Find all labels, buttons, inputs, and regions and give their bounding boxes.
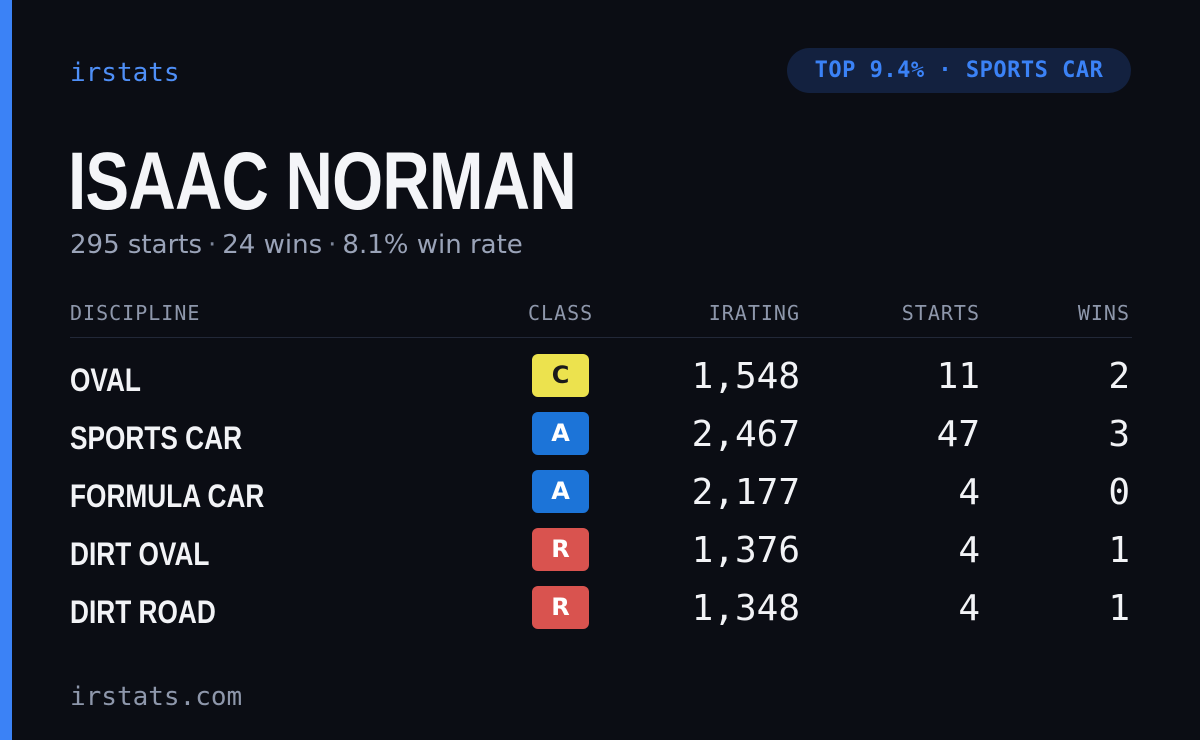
license-class-badge: A — [532, 412, 589, 455]
starts-value: 4 — [958, 472, 980, 513]
table-row: SPORTS CAR A 2,467 47 3 — [70, 396, 1132, 456]
column-header-starts: STARTS — [901, 301, 980, 325]
starts-value: 4 — [958, 530, 980, 571]
win-rate: 8.1% win rate — [342, 230, 523, 260]
license-class-badge: R — [532, 586, 589, 629]
discipline-name: DIRT ROAD — [70, 594, 216, 630]
wins-value: 2 — [1108, 356, 1130, 397]
driver-summary: 295 starts · 24 wins · 8.1% win rate — [70, 228, 523, 262]
column-header-discipline: DISCIPLINE — [70, 301, 201, 325]
column-header-irating: IRATING — [708, 301, 800, 325]
separator: · — [328, 230, 337, 260]
license-class-badge: C — [532, 354, 589, 397]
wins-value: 0 — [1108, 472, 1130, 513]
table-row: DIRT OVAL R 1,376 4 1 — [70, 512, 1132, 572]
column-header-class: CLASS — [528, 301, 594, 325]
license-class-badge: R — [532, 528, 589, 571]
accent-bar — [0, 0, 12, 740]
starts-count: 295 starts — [70, 230, 202, 260]
table-header: DISCIPLINE CLASS IRATING STARTS WINS — [70, 296, 1132, 338]
footer-url[interactable]: irstats.com — [70, 682, 243, 712]
table-body: OVAL C 1,548 11 2 SPORTS CAR A 2,467 47 … — [70, 338, 1132, 638]
separator: · — [208, 230, 217, 260]
discipline-table: DISCIPLINE CLASS IRATING STARTS WINS OVA… — [70, 296, 1132, 638]
wins-value: 1 — [1108, 588, 1130, 629]
column-header-wins: WINS — [1077, 301, 1130, 325]
table-row: OVAL C 1,548 11 2 — [70, 338, 1132, 398]
discipline-name: SPORTS CAR — [70, 420, 243, 456]
license-class-badge: A — [532, 470, 589, 513]
starts-value: 47 — [936, 414, 980, 455]
wins-value: 1 — [1108, 530, 1130, 571]
rank-badge: TOP 9.4% · SPORTS CAR — [787, 48, 1131, 93]
irating-value: 1,376 — [691, 530, 800, 571]
brand-logo[interactable]: irstats — [70, 58, 180, 88]
irating-value: 2,177 — [691, 472, 800, 513]
starts-value: 11 — [936, 356, 980, 397]
discipline-name: FORMULA CAR — [70, 478, 265, 514]
table-row: DIRT ROAD R 1,348 4 1 — [70, 570, 1132, 630]
wins-count: 24 wins — [222, 230, 323, 260]
discipline-name: DIRT OVAL — [70, 536, 210, 572]
driver-name: ISAAC NORMAN — [68, 136, 577, 227]
irating-value: 1,548 — [691, 356, 800, 397]
discipline-name: OVAL — [70, 362, 141, 398]
wins-value: 3 — [1108, 414, 1130, 455]
irating-value: 2,467 — [691, 414, 800, 455]
starts-value: 4 — [958, 588, 980, 629]
irating-value: 1,348 — [691, 588, 800, 629]
table-row: FORMULA CAR A 2,177 4 0 — [70, 454, 1132, 514]
